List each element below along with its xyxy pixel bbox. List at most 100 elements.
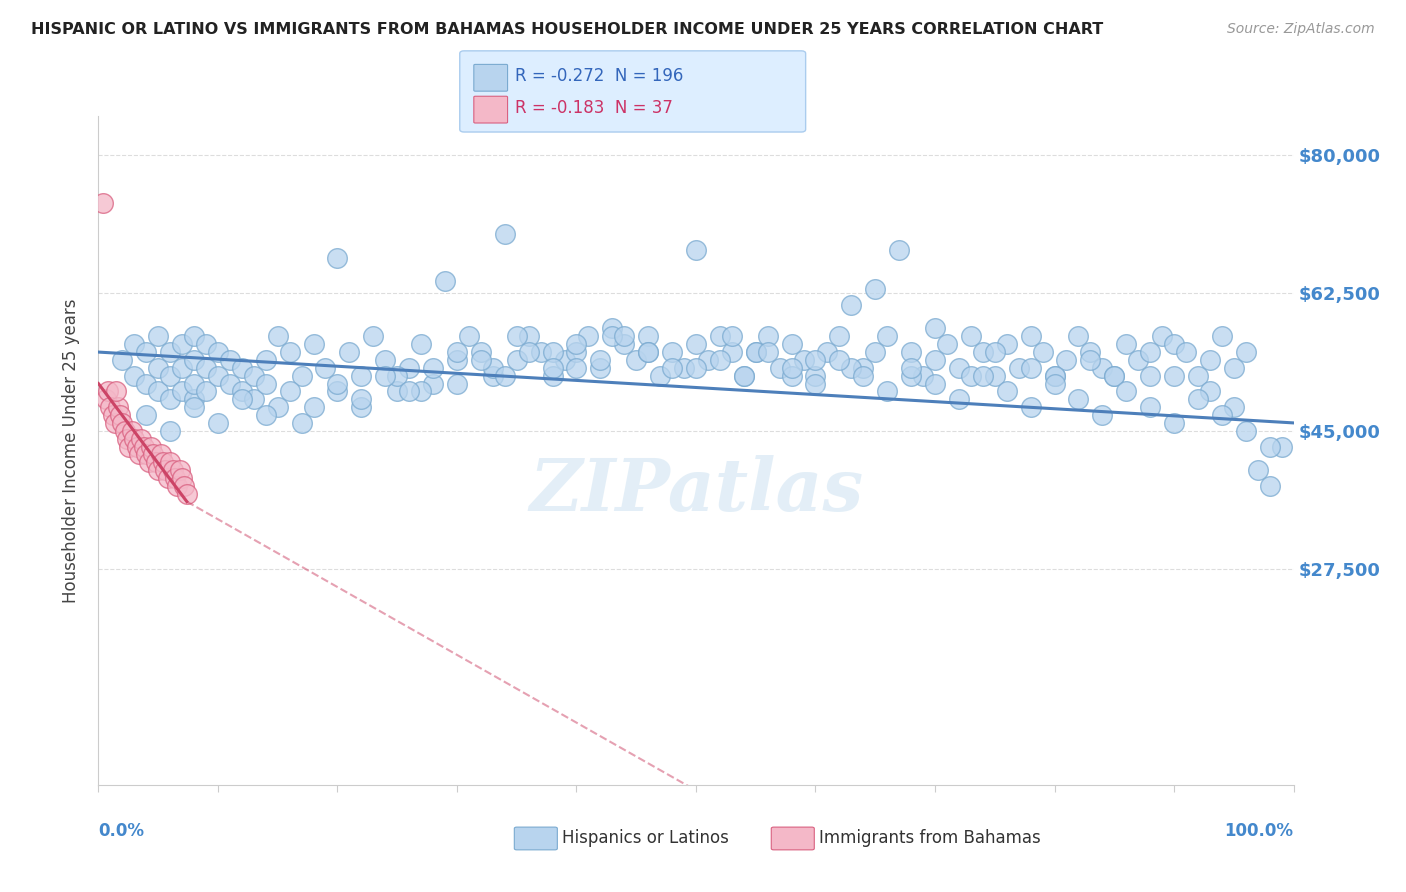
Point xyxy=(1234,424,1257,438)
Point xyxy=(142,447,165,461)
Text: 100.0%: 100.0% xyxy=(1225,822,1294,839)
Point xyxy=(195,360,218,375)
Point xyxy=(1223,400,1246,414)
Point xyxy=(924,376,946,391)
Point xyxy=(756,345,779,359)
Point xyxy=(1019,400,1042,414)
Point xyxy=(1199,384,1222,399)
Point xyxy=(828,353,851,368)
Point xyxy=(411,384,433,399)
Point xyxy=(135,345,157,359)
Point xyxy=(578,329,600,343)
Point xyxy=(661,360,683,375)
Point xyxy=(254,376,277,391)
Point xyxy=(398,360,420,375)
Point xyxy=(661,345,683,359)
Point xyxy=(1139,345,1161,359)
Point xyxy=(804,376,827,391)
Point xyxy=(852,360,875,375)
Point xyxy=(637,329,659,343)
Point xyxy=(960,368,983,383)
Point xyxy=(231,360,253,375)
Point xyxy=(960,329,983,343)
Point xyxy=(1043,376,1066,391)
Point xyxy=(470,353,492,368)
Point xyxy=(793,353,815,368)
Point xyxy=(422,360,444,375)
Point xyxy=(138,455,160,469)
Point xyxy=(815,345,838,359)
Point xyxy=(506,353,529,368)
Point xyxy=(900,368,922,383)
Point xyxy=(804,368,827,383)
Point xyxy=(554,353,576,368)
Point xyxy=(1080,353,1102,368)
Point xyxy=(517,345,540,359)
Point xyxy=(709,353,731,368)
Point xyxy=(104,416,127,430)
Point xyxy=(733,368,755,383)
Point xyxy=(733,368,755,383)
Point xyxy=(172,337,194,351)
Point xyxy=(98,400,122,414)
Point xyxy=(673,360,696,375)
Point xyxy=(924,353,946,368)
Point xyxy=(278,345,301,359)
Point xyxy=(121,424,143,438)
Point xyxy=(1199,353,1222,368)
Point xyxy=(207,345,229,359)
Point xyxy=(1258,479,1281,493)
Point xyxy=(1258,440,1281,454)
Point xyxy=(613,337,636,351)
Point xyxy=(984,345,1007,359)
Point xyxy=(446,345,468,359)
Point xyxy=(398,384,420,399)
Point xyxy=(363,329,385,343)
Point xyxy=(145,455,167,469)
Point xyxy=(900,360,922,375)
Text: Immigrants from Bahamas: Immigrants from Bahamas xyxy=(820,830,1040,847)
Point xyxy=(159,345,181,359)
Point xyxy=(115,432,138,446)
Point xyxy=(172,384,194,399)
Point xyxy=(105,384,128,399)
Point xyxy=(889,243,911,257)
Point xyxy=(169,463,191,477)
Point xyxy=(876,384,898,399)
Point xyxy=(589,353,612,368)
Point xyxy=(1187,392,1209,407)
Point xyxy=(152,455,174,469)
Point xyxy=(865,345,887,359)
Point xyxy=(768,360,790,375)
Point xyxy=(148,329,170,343)
Point xyxy=(159,455,181,469)
Point xyxy=(1163,368,1185,383)
Y-axis label: Householder Income Under 25 years: Householder Income Under 25 years xyxy=(62,298,80,603)
Point xyxy=(1115,337,1137,351)
Point xyxy=(1104,368,1126,383)
Point xyxy=(446,353,468,368)
Point xyxy=(1019,360,1042,375)
Point xyxy=(506,329,529,343)
Point xyxy=(156,471,179,485)
Point xyxy=(374,353,396,368)
Point xyxy=(148,384,170,399)
Point xyxy=(804,353,827,368)
Point xyxy=(148,360,170,375)
Point xyxy=(721,329,744,343)
Point xyxy=(780,368,803,383)
Point xyxy=(172,360,194,375)
Point xyxy=(267,400,290,414)
Point xyxy=(948,392,970,407)
Point xyxy=(350,368,373,383)
Point xyxy=(176,487,198,501)
Point xyxy=(470,345,492,359)
Point xyxy=(166,479,188,493)
Point xyxy=(936,337,959,351)
Text: Hispanics or Latinos: Hispanics or Latinos xyxy=(562,830,728,847)
Point xyxy=(494,368,516,383)
Point xyxy=(924,321,946,335)
Point xyxy=(828,329,851,343)
Text: 0.0%: 0.0% xyxy=(98,822,145,839)
Point xyxy=(231,384,253,399)
